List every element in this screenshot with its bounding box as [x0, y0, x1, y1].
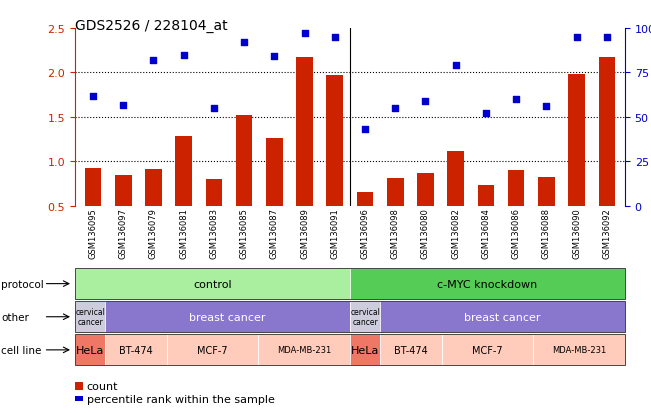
Text: breast cancer: breast cancer: [464, 312, 541, 322]
Text: BT-474: BT-474: [119, 345, 153, 355]
Bar: [296, 58, 313, 251]
Point: [239, 40, 249, 46]
Text: other: other: [1, 312, 29, 322]
FancyBboxPatch shape: [105, 335, 167, 366]
Bar: [357, 192, 373, 251]
Text: breast cancer: breast cancer: [189, 312, 266, 322]
Bar: [75, 382, 83, 390]
Bar: [266, 139, 283, 251]
Point: [360, 127, 370, 133]
Text: protocol: protocol: [1, 279, 44, 289]
Bar: [236, 116, 253, 251]
Bar: [145, 169, 161, 251]
Text: MCF-7: MCF-7: [472, 345, 503, 355]
Bar: [508, 170, 525, 251]
Text: MCF-7: MCF-7: [197, 345, 228, 355]
Point: [421, 98, 431, 105]
Bar: [175, 136, 192, 251]
FancyBboxPatch shape: [350, 301, 380, 332]
Text: MDA-MB-231: MDA-MB-231: [277, 346, 331, 354]
Point: [329, 35, 340, 41]
Bar: [478, 185, 494, 251]
Text: MDA-MB-231: MDA-MB-231: [552, 346, 606, 354]
Point: [178, 52, 189, 59]
Bar: [75, 268, 625, 299]
FancyBboxPatch shape: [75, 301, 105, 332]
Text: HeLa: HeLa: [76, 345, 104, 355]
Text: HeLa: HeLa: [351, 345, 380, 355]
Bar: [206, 180, 222, 251]
Point: [480, 111, 491, 117]
Point: [450, 63, 461, 69]
FancyBboxPatch shape: [167, 335, 258, 366]
Point: [269, 54, 279, 61]
Bar: [387, 178, 404, 251]
Point: [602, 35, 612, 41]
Text: BT-474: BT-474: [394, 345, 428, 355]
Point: [88, 93, 98, 100]
FancyBboxPatch shape: [533, 335, 625, 366]
FancyBboxPatch shape: [380, 335, 441, 366]
FancyBboxPatch shape: [380, 301, 625, 332]
FancyBboxPatch shape: [258, 335, 350, 366]
Bar: [115, 176, 132, 251]
Bar: [75, 335, 625, 366]
Bar: [568, 75, 585, 251]
Bar: [85, 169, 102, 251]
Text: GDS2526 / 228104_at: GDS2526 / 228104_at: [75, 19, 227, 33]
Bar: [598, 58, 615, 251]
FancyBboxPatch shape: [350, 335, 380, 366]
Text: cell line: cell line: [1, 345, 42, 355]
Point: [541, 104, 551, 110]
FancyBboxPatch shape: [75, 335, 105, 366]
Point: [118, 102, 128, 109]
Bar: [75, 301, 625, 332]
FancyBboxPatch shape: [75, 268, 350, 299]
Point: [299, 31, 310, 38]
Text: cervical
cancer: cervical cancer: [76, 307, 105, 327]
Point: [572, 35, 582, 41]
Text: c-MYC knockdown: c-MYC knockdown: [437, 279, 538, 289]
Point: [209, 106, 219, 112]
FancyBboxPatch shape: [350, 268, 625, 299]
Point: [390, 106, 400, 112]
Bar: [327, 76, 343, 251]
Bar: [417, 173, 434, 251]
Point: [148, 57, 159, 64]
FancyBboxPatch shape: [105, 301, 350, 332]
Point: [511, 97, 521, 103]
Text: control: control: [193, 279, 232, 289]
Text: percentile rank within the sample: percentile rank within the sample: [87, 394, 275, 404]
Text: count: count: [87, 381, 118, 391]
Bar: [538, 177, 555, 251]
Text: cervical
cancer: cervical cancer: [350, 307, 380, 327]
Bar: [447, 152, 464, 251]
FancyBboxPatch shape: [441, 335, 533, 366]
Bar: [75, 396, 83, 401]
